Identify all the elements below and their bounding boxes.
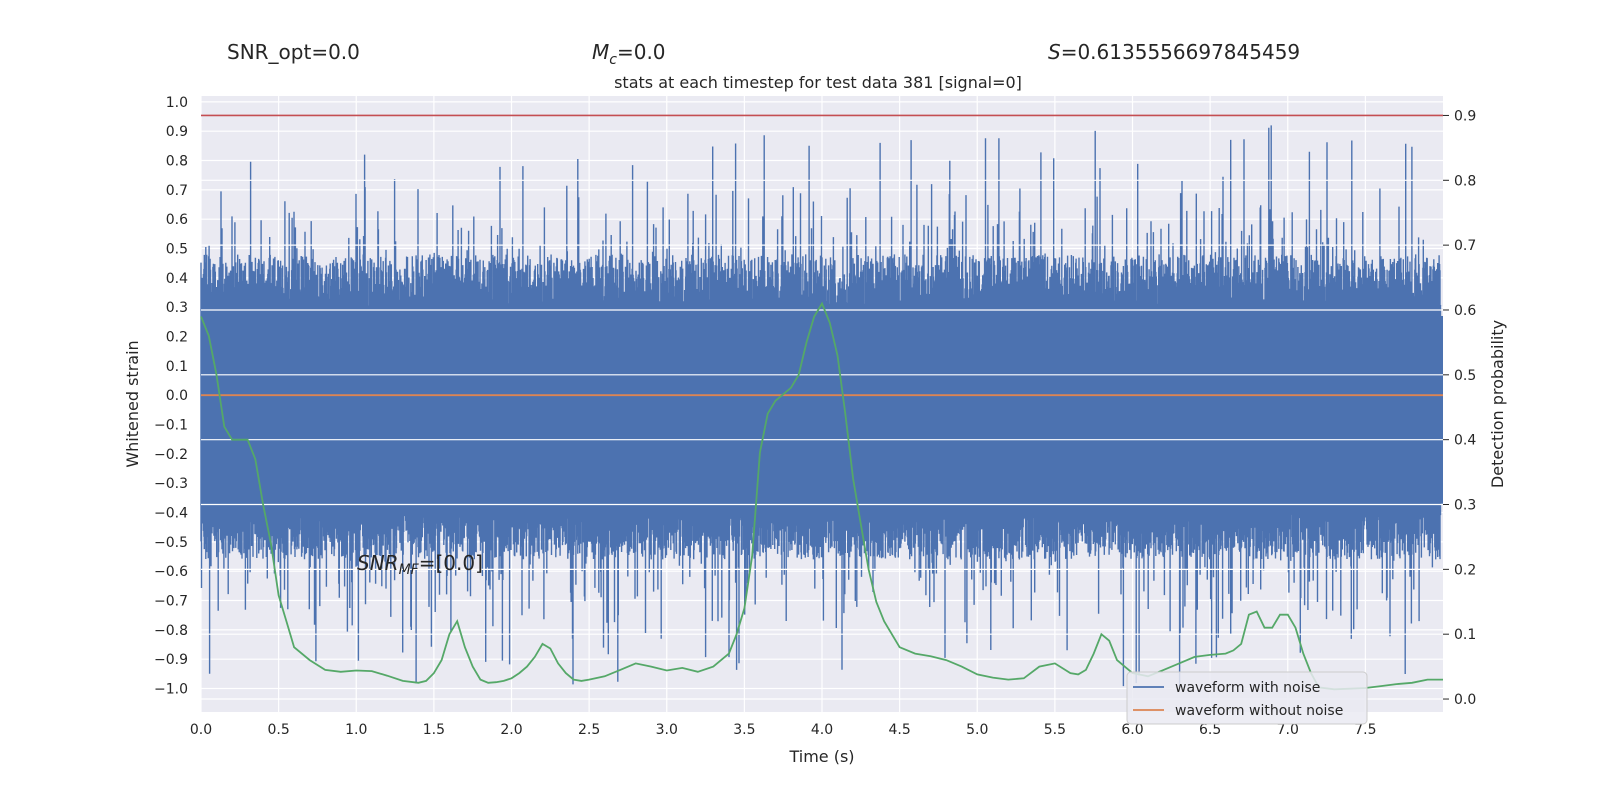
legend: waveform with noise waveform without nois… xyxy=(1126,671,1368,725)
y-left-tick-label: −0.7 xyxy=(154,594,188,610)
y-right-tick-label: 0.1 xyxy=(1454,627,1476,643)
y-right-tick-label: 0.9 xyxy=(1454,108,1476,124)
y-left-tick-label: 0.4 xyxy=(166,271,188,287)
x-tick-label: 0.0 xyxy=(190,722,212,738)
x-tick-label: 1.5 xyxy=(423,722,445,738)
x-tick-label: 2.5 xyxy=(578,722,600,738)
y-left-tick-label: 1.0 xyxy=(166,95,188,111)
y-right-tick-label: 0.3 xyxy=(1454,498,1476,514)
x-tick-label: 5.0 xyxy=(966,722,988,738)
y-right-tick-label: 0.5 xyxy=(1454,368,1476,384)
snr-mf-annotation: SNRMF=[0.0] xyxy=(357,551,483,578)
x-tick-label: 6.5 xyxy=(1199,722,1221,738)
chirp-mass-label: Mc=0.0 xyxy=(592,40,666,68)
x-tick-label: 4.0 xyxy=(811,722,833,738)
x-tick-label: 3.5 xyxy=(733,722,755,738)
score-symbol: S xyxy=(1048,40,1061,64)
y-left-tick-label: 0.8 xyxy=(166,154,188,170)
x-tick-label: 4.5 xyxy=(888,722,910,738)
y-left-tick-label: 0.2 xyxy=(166,330,188,346)
y-left-tick-label: −0.4 xyxy=(154,506,188,522)
x-tick-label: 2.0 xyxy=(500,722,522,738)
snr-mf-symbol: SNR xyxy=(357,551,399,575)
x-tick-label: 1.0 xyxy=(345,722,367,738)
x-tick-label: 6.0 xyxy=(1121,722,1143,738)
y-right-tick-label: 0.7 xyxy=(1454,238,1476,254)
x-axis-label: Time (s) xyxy=(788,747,854,766)
y-left-tick-label: −0.3 xyxy=(154,476,188,492)
x-tick-label: 7.0 xyxy=(1277,722,1299,738)
snr-mf-value: =[0.0] xyxy=(419,551,483,575)
x-tick-label: 3.0 xyxy=(656,722,678,738)
y-left-tick-label: 0.7 xyxy=(166,183,188,199)
series-detection-probability xyxy=(200,301,1443,691)
x-tick-label: 5.5 xyxy=(1044,722,1066,738)
y-left-tick-label: −0.2 xyxy=(154,447,188,463)
y-left-tick-label: −0.5 xyxy=(154,535,188,551)
y-left-tick-label: 0.1 xyxy=(166,359,188,375)
x-tick-label: 7.5 xyxy=(1354,722,1376,738)
score-value: =0.6135556697845459 xyxy=(1060,40,1301,64)
y-left-tick-label: −0.1 xyxy=(154,418,188,434)
snr-opt-label: SNR_opt=0.0 xyxy=(227,40,360,64)
chirp-mass-value: =0.0 xyxy=(616,40,666,64)
y-left-tick-label: 0.3 xyxy=(166,300,188,316)
y-left-tick-label: 0.5 xyxy=(166,242,188,258)
y-left-tick-label: 0.0 xyxy=(166,388,188,404)
y-right-tick-label: 0.6 xyxy=(1454,303,1476,319)
legend-entry: waveform without noise xyxy=(1175,703,1343,719)
chirp-mass-symbol: M xyxy=(592,40,610,64)
y-left-tick-label: −0.9 xyxy=(154,652,188,668)
score-label: S=0.6135556697845459 xyxy=(1048,40,1300,64)
y-right-tick-label: 0.2 xyxy=(1454,562,1476,578)
x-tick-label: 0.5 xyxy=(267,722,289,738)
y-right-axis-label: Detection probability xyxy=(1488,320,1507,488)
y-right-tick-label: 0.0 xyxy=(1454,692,1476,708)
y-right-tick-label: 0.8 xyxy=(1454,173,1476,189)
chart-title: stats at each timestep for test data 381… xyxy=(614,73,1022,92)
snr-mf-subscript: MF xyxy=(399,562,420,578)
y-left-tick-label: −1.0 xyxy=(154,682,188,698)
y-left-tick-label: 0.6 xyxy=(166,212,188,228)
y-left-tick-label: −0.6 xyxy=(154,564,188,580)
chirp-mass-subscript: c xyxy=(609,52,617,68)
series-waveform-with-noise xyxy=(200,125,1442,687)
y-right-tick-label: 0.4 xyxy=(1454,433,1476,449)
legend-entry: waveform with noise xyxy=(1175,680,1320,696)
y-left-axis-label: Whitened strain xyxy=(123,340,142,467)
y-left-tick-label: −0.8 xyxy=(154,623,188,639)
legend-box xyxy=(1126,671,1368,725)
y-left-tick-label: 0.9 xyxy=(166,124,188,140)
